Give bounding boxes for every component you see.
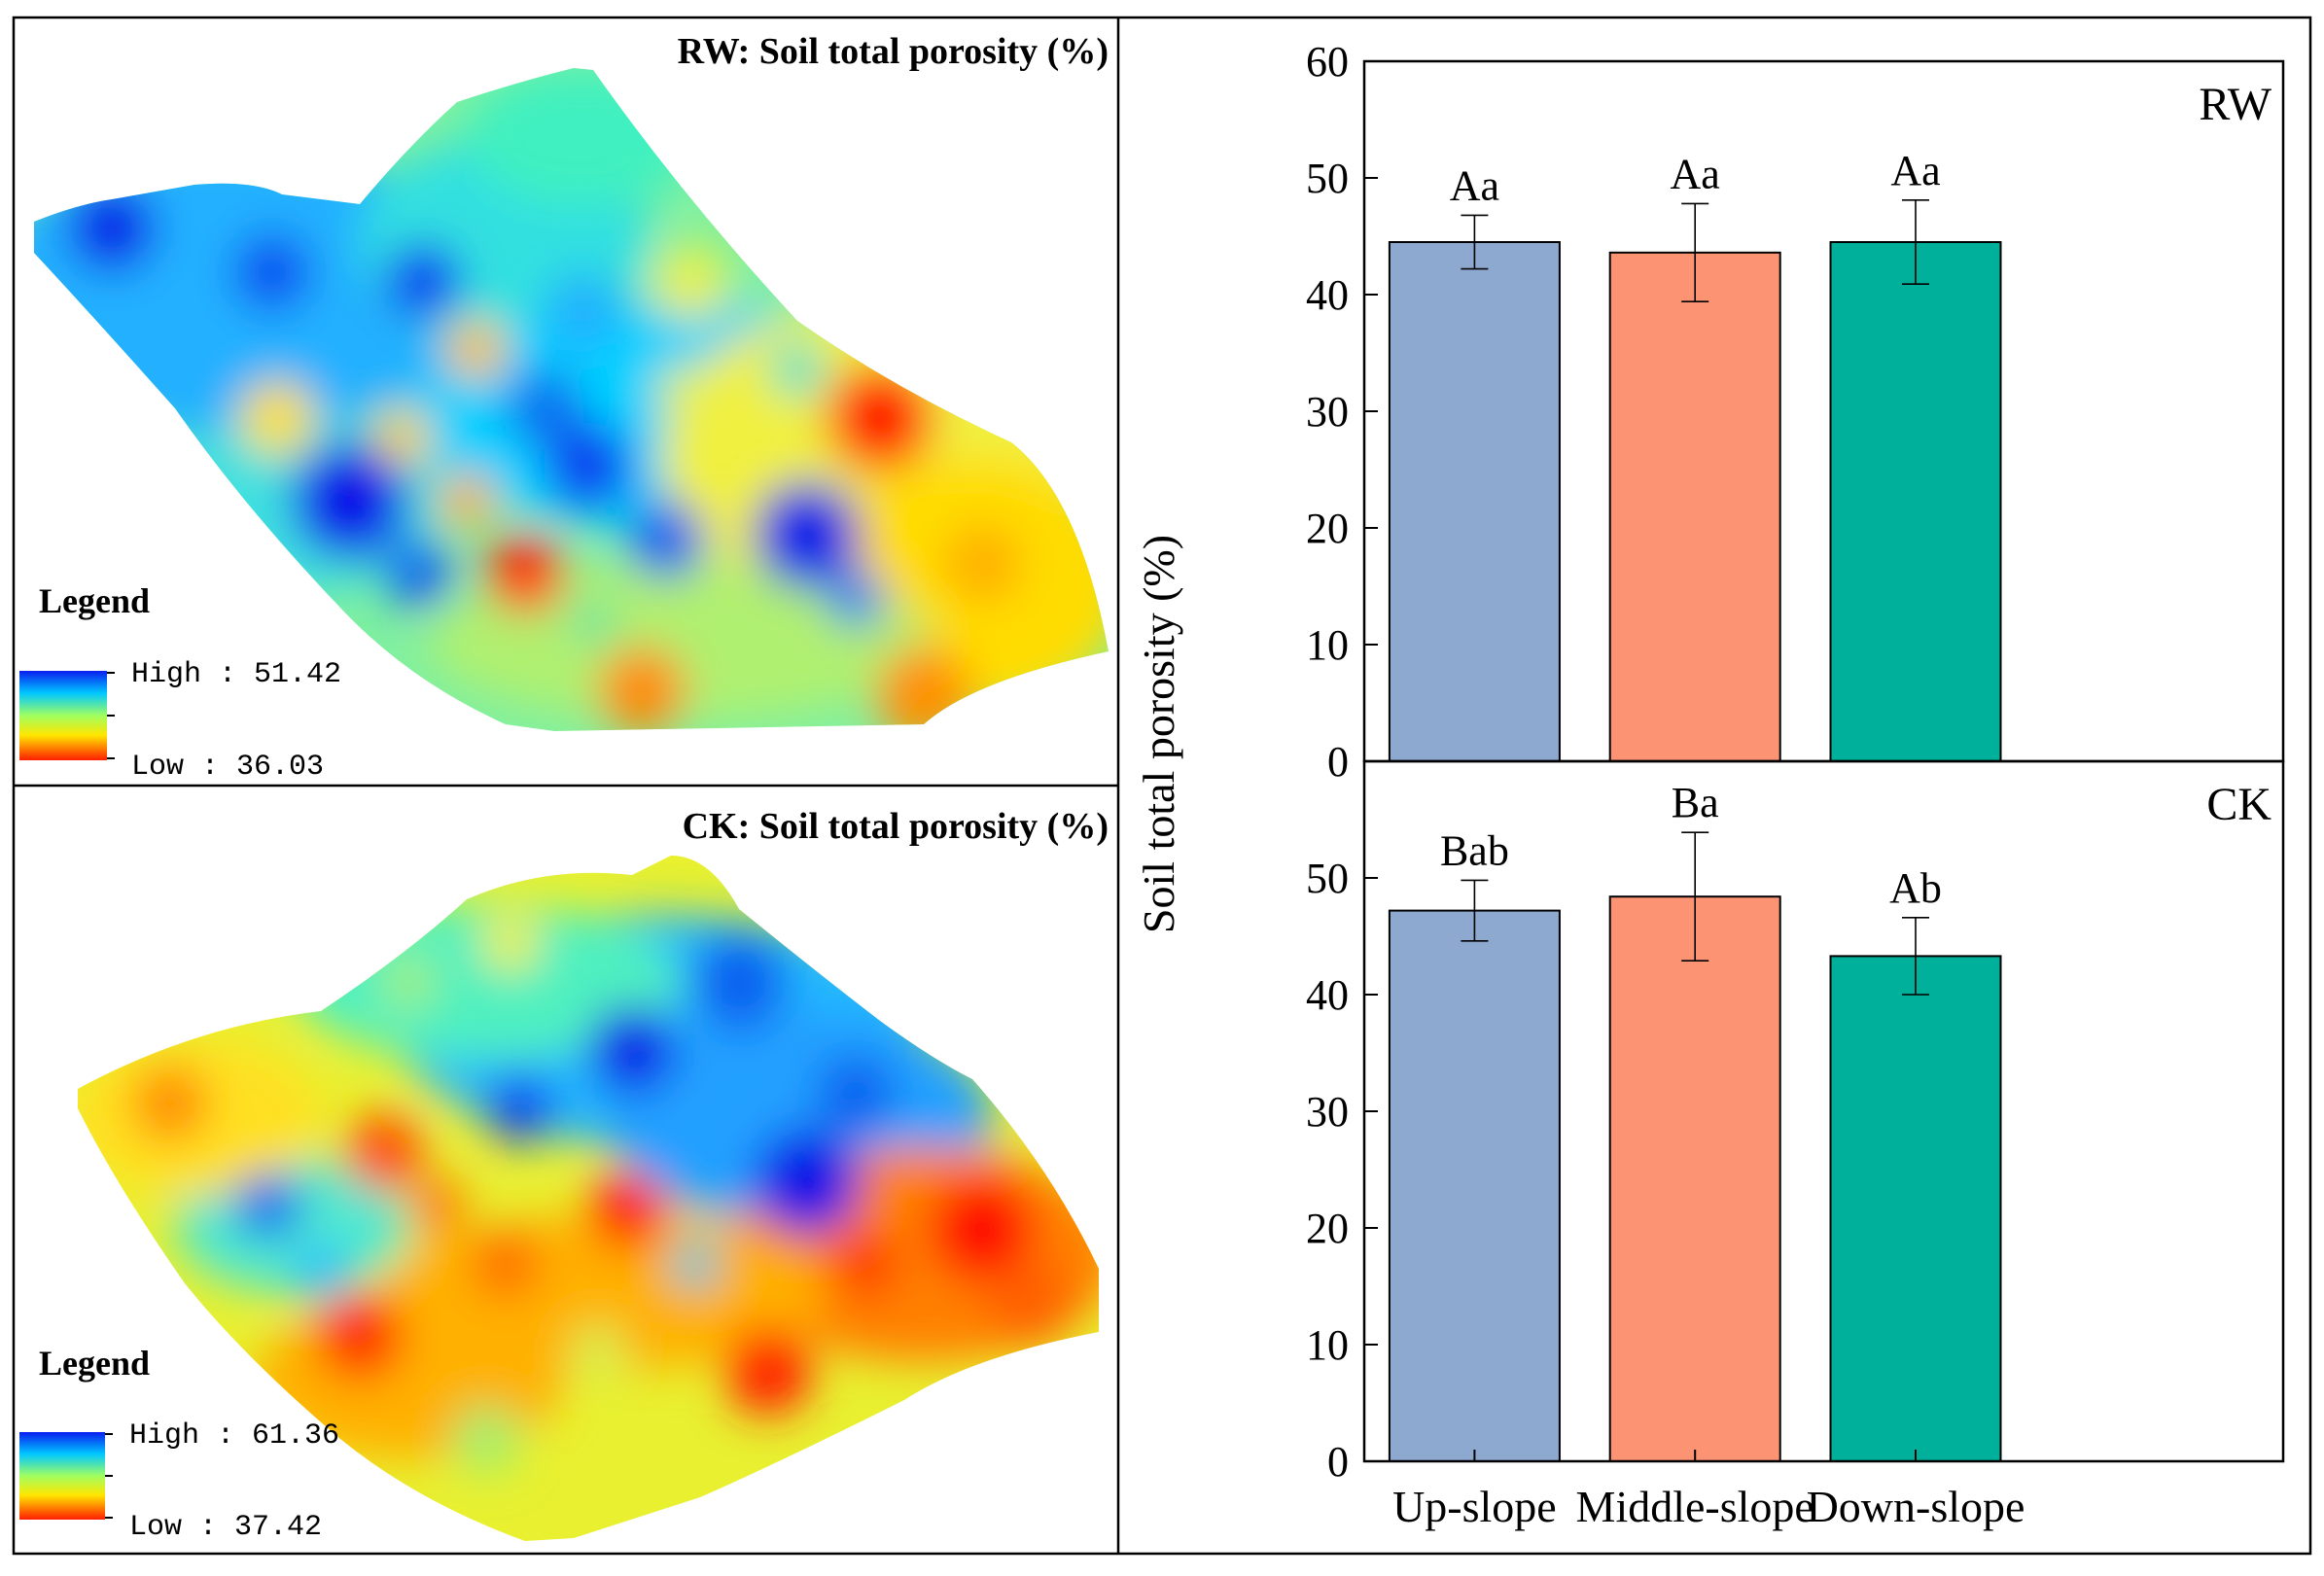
rw-ytick-label-0: 0 (1327, 738, 1349, 786)
ck-error-bar-up-slope (1461, 879, 1489, 942)
ck-sig-label-up-slope: Bab (1440, 826, 1509, 874)
ck-ytick-label-40: 40 (1306, 971, 1349, 1019)
y-axis-label: Soil total porosity (%) (1134, 535, 1183, 933)
rw-legend-ramp (19, 671, 107, 760)
rw-sig-label-middle-slope: Aa (1671, 150, 1720, 197)
rw-bar-panel: Aa Aa Aa 0 10 20 30 40 50 60 RW (1306, 38, 2285, 786)
ck-bar-panel: Bab Ba Ab 0 10 20 30 40 50 CK (1306, 759, 2285, 1486)
ck-ytick-label-50: 50 (1306, 855, 1349, 902)
rw-ytick-label-60: 60 (1306, 38, 1349, 86)
rw-ytick-label-30: 30 (1306, 388, 1349, 436)
ck-bar-middle-slope (1608, 895, 1781, 1462)
rw-bar-middle-slope (1608, 251, 1781, 762)
bar-chart: Aa Aa Aa 0 10 20 30 40 50 60 RW Bab Ba Ab 0 10 20 30 40 50 C… (1134, 38, 2285, 1531)
rw-ytick-label-20: 20 (1306, 505, 1349, 552)
rw-ytick-label-50: 50 (1306, 155, 1349, 202)
rw-legend-title: Legend (39, 581, 150, 620)
rw-sig-label-down-slope: Aa (1890, 147, 1940, 194)
ck-legend-title: Legend (39, 1344, 150, 1383)
ck-ytick-label-0: 0 (1327, 1438, 1349, 1486)
ck-error-bar-middle-slope (1681, 831, 1709, 963)
rw-ytick-label-40: 40 (1306, 271, 1349, 319)
rw-bar-down-slope (1829, 241, 2002, 762)
rw-panel-label: RW (2199, 79, 2271, 130)
ck-panel-label: CK (2206, 779, 2271, 830)
rw-sig-label-up-slope: Aa (1450, 161, 1499, 209)
rw-bar-up-slope (1388, 241, 1561, 762)
rw-error-bar-up-slope (1461, 214, 1489, 270)
rw-error-bar-down-slope (1902, 199, 1929, 286)
ck-sig-label-down-slope: Ab (1889, 864, 1942, 912)
ck-legend-ramp (19, 1432, 105, 1520)
ck-map-title: CK: Soil total porosity (%) (683, 806, 1109, 847)
rw-legend-high: High : 51.42 (131, 658, 341, 691)
ck-legend-high: High : 61.36 (129, 1419, 339, 1453)
rw-map-surface (34, 68, 1109, 731)
ck-error-bar-down-slope (1902, 916, 1929, 996)
rw-map-panel: RW: Soil total porosity (%) Legend High … (19, 31, 1109, 784)
rw-map-title: RW: Soil total porosity (%) (678, 31, 1109, 72)
xtick-label-up-slope: Up-slope (1392, 1482, 1557, 1531)
ck-ytick-label-30: 30 (1306, 1088, 1349, 1136)
ck-ytick-label-10: 10 (1306, 1321, 1349, 1369)
ck-bar-down-slope (1829, 955, 2002, 1462)
ck-map-panel: CK: Soil total porosity (%) Legend High … (19, 806, 1109, 1544)
rw-ytick-label-10: 10 (1306, 621, 1349, 669)
rw-legend-low: Low : 36.03 (131, 751, 324, 784)
rw-error-bar-middle-slope (1681, 202, 1709, 303)
ck-legend-low: Low : 37.42 (129, 1511, 322, 1544)
xtick-label-middle-slope: Middle-slope (1576, 1482, 1814, 1531)
ck-sig-label-middle-slope: Ba (1672, 779, 1719, 826)
ck-ytick-label-20: 20 (1306, 1205, 1349, 1252)
xtick-label-down-slope: Down-slope (1807, 1482, 2025, 1531)
ck-bar-up-slope (1388, 909, 1561, 1462)
